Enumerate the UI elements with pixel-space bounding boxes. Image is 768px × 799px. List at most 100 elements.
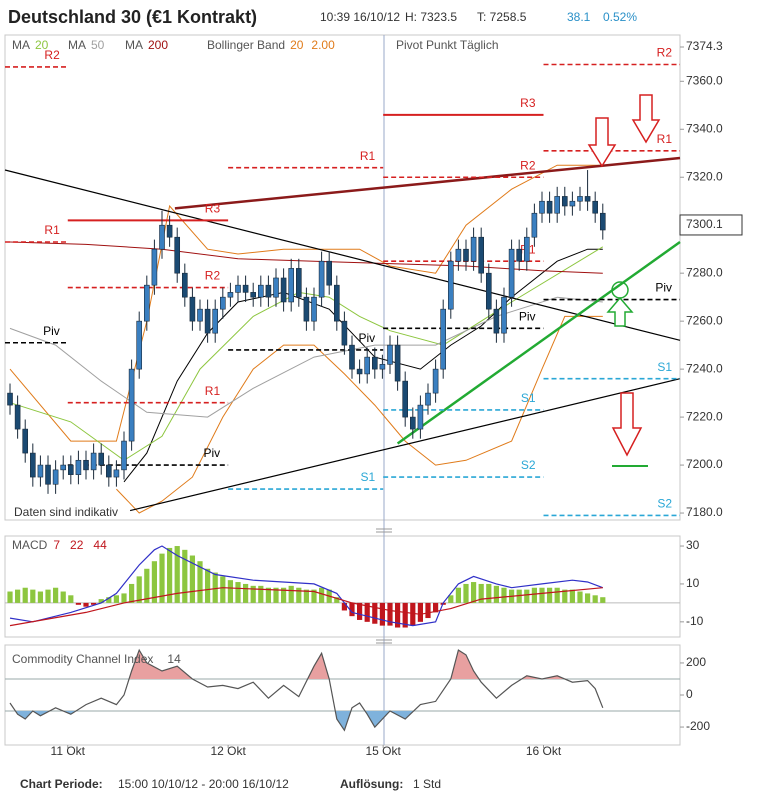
x-tick-label: 16 Okt	[526, 744, 562, 758]
candle-body	[68, 464, 74, 475]
candle-body	[250, 292, 257, 298]
annotations	[587, 94, 661, 467]
macd-bar	[15, 589, 21, 603]
macd-bar	[281, 587, 287, 603]
candle-body	[379, 364, 386, 370]
macd-bar	[243, 583, 249, 603]
legend-value: 44	[93, 538, 107, 552]
candle-body	[508, 248, 515, 298]
macd-bar	[235, 582, 241, 603]
macd-bar	[448, 595, 454, 603]
macd-bar	[493, 585, 499, 603]
pivot-label: S1	[521, 391, 536, 405]
pivot-label: R2	[205, 269, 221, 283]
candle-body	[296, 268, 302, 298]
candle-body	[75, 459, 82, 475]
footer-period-label: Chart Periode:	[20, 777, 103, 791]
pivot-label: R1	[44, 223, 60, 237]
macd-bar	[584, 593, 591, 603]
y-tick-label: 7360.0	[686, 73, 723, 87]
macd-bar	[227, 580, 234, 603]
candle-body	[440, 308, 446, 370]
macd-bar	[341, 602, 347, 611]
macd-bar	[121, 593, 127, 603]
candle-body	[554, 196, 560, 214]
candle-body	[417, 404, 424, 430]
macd-bar	[136, 576, 142, 603]
candle-body	[227, 292, 234, 298]
candle-body	[113, 469, 120, 478]
candle-body	[121, 440, 127, 471]
candle-body	[204, 308, 211, 334]
candle-body	[151, 248, 158, 286]
candle-body	[37, 464, 44, 478]
macd-bar	[432, 602, 439, 613]
macd-bar	[516, 589, 522, 603]
highlight-circle	[611, 281, 629, 299]
y-tick-label: 30	[686, 538, 700, 552]
y-tick-label: 7240.0	[686, 361, 723, 375]
macd-bar	[37, 591, 44, 603]
candle-body	[235, 284, 241, 293]
y-tick-label: 7180.0	[686, 505, 723, 519]
macd-bar	[265, 587, 272, 603]
x-tick-label: 12 Okt	[210, 744, 246, 758]
macd-bar	[417, 602, 423, 622]
candle-body	[501, 296, 507, 334]
pivot-label: S2	[521, 458, 536, 472]
candle-body	[159, 224, 165, 250]
down-arrow	[587, 117, 617, 168]
candle-body	[531, 212, 538, 238]
panel-handles	[376, 528, 392, 644]
macd-bar	[478, 583, 484, 603]
macd-bar	[75, 602, 82, 605]
candle-body	[136, 320, 143, 370]
legend-value: 50	[91, 38, 105, 52]
candle-body	[470, 236, 477, 262]
pivot-label: R3	[205, 202, 221, 216]
trendline	[129, 378, 681, 512]
y-tick-label: -200	[686, 719, 710, 733]
macd-bar	[455, 587, 461, 603]
macd-bar	[410, 602, 416, 626]
candle-body	[493, 308, 500, 334]
candle-body	[349, 344, 355, 370]
macd-bar	[189, 555, 196, 603]
macd-bar	[113, 595, 120, 603]
legend-value: 22	[70, 538, 84, 552]
candle-body	[106, 464, 112, 478]
macd-bar	[106, 597, 112, 603]
macd-bar	[372, 602, 378, 624]
macd-bar	[22, 587, 28, 603]
up-arrow	[606, 296, 634, 327]
candle-body	[90, 452, 97, 471]
macd-bar	[379, 602, 385, 626]
candle-body	[364, 356, 370, 375]
pivot-label: S1	[657, 360, 672, 374]
candle-body	[432, 368, 439, 394]
candle-body	[128, 368, 135, 442]
y-tick-label: 7374.3	[686, 39, 723, 53]
candle-body	[288, 268, 295, 303]
candle-body	[334, 284, 340, 322]
macd-bar	[197, 561, 203, 603]
legend-label: Bollinger Band	[207, 38, 285, 52]
pivot-label: R3	[520, 96, 536, 110]
macd-bar	[30, 589, 36, 603]
pivot-label: Piv	[655, 281, 672, 295]
legend-value: 20	[35, 38, 49, 52]
quote-change: 38.1	[567, 10, 591, 24]
candle-body	[242, 284, 249, 293]
legend-value: 2.00	[311, 38, 335, 52]
macd-bar	[470, 582, 477, 603]
title: Deutschland 30 (€1 Kontrakt)	[8, 7, 257, 27]
candle-body	[189, 296, 196, 322]
macd-bar	[569, 589, 575, 603]
y-tick-label: 7280.0	[686, 265, 723, 279]
legend-label: MACD	[12, 538, 48, 552]
macd-line	[9, 545, 604, 627]
candle-body	[516, 248, 522, 262]
candle-body	[22, 428, 29, 454]
y-tick-label: 7200.0	[686, 457, 723, 471]
candle-body	[402, 380, 408, 418]
